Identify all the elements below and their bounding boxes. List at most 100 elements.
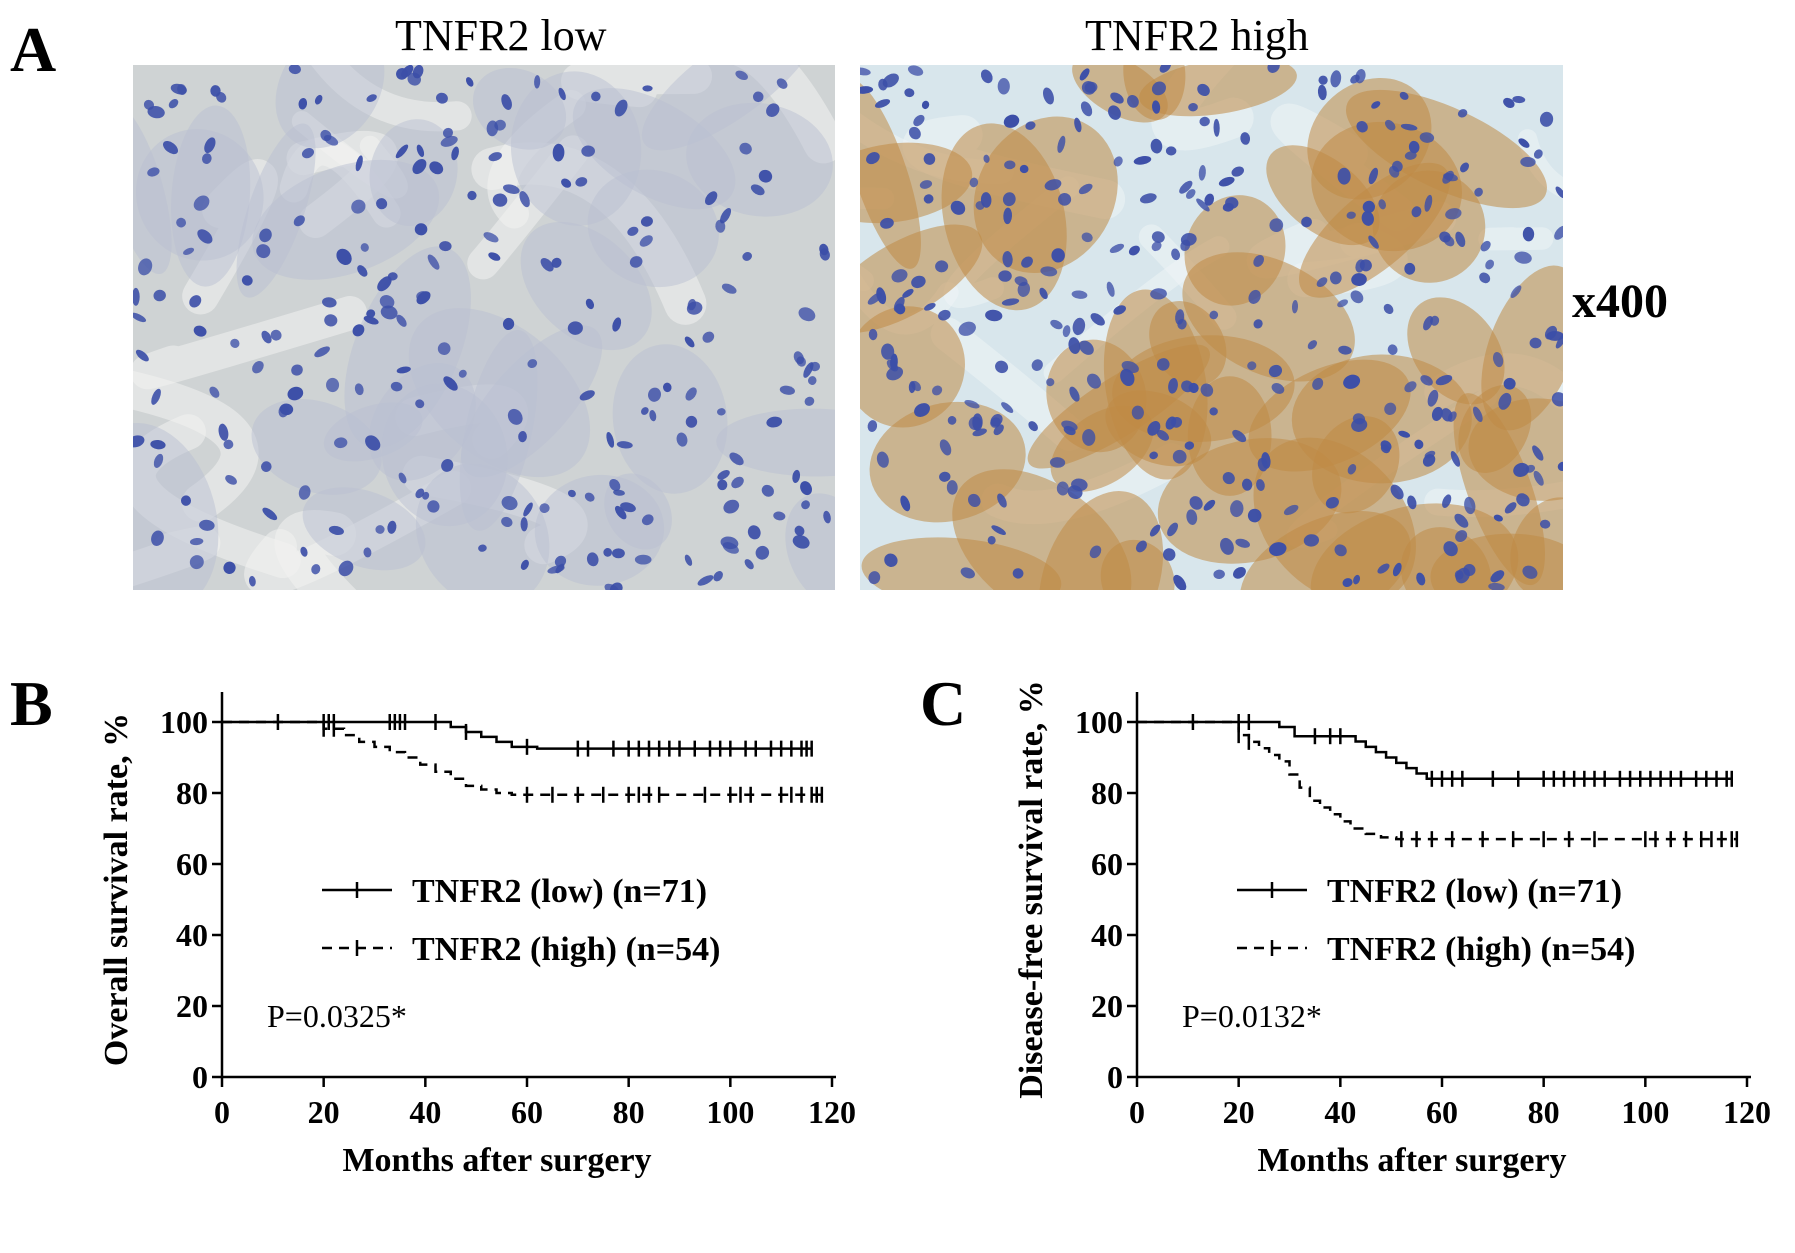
nucleus xyxy=(547,565,565,574)
nucleus xyxy=(866,152,880,165)
nucleus xyxy=(326,377,340,393)
nucleus xyxy=(1131,405,1144,420)
nucleus xyxy=(1330,70,1342,88)
nucleus xyxy=(1455,231,1466,248)
y-tick-label: 0 xyxy=(1107,1059,1123,1095)
nucleus xyxy=(415,399,425,409)
nucleus xyxy=(1385,119,1396,131)
nucleus xyxy=(1200,383,1214,397)
y-tick-label: 40 xyxy=(1091,917,1123,953)
nucleus xyxy=(881,343,895,360)
nucleus xyxy=(414,223,428,236)
x-tick-label: 100 xyxy=(1621,1094,1669,1130)
nucleus xyxy=(995,360,1009,374)
nucleus xyxy=(1312,377,1324,390)
nucleus xyxy=(721,283,737,294)
panel-b-letter: B xyxy=(10,668,53,739)
nucleus xyxy=(1151,231,1165,243)
nucleus xyxy=(483,232,499,243)
nucleus xyxy=(1058,193,1072,206)
nucleus xyxy=(950,200,966,215)
nucleus xyxy=(1529,337,1542,349)
nucleus xyxy=(1170,417,1183,428)
nucleus xyxy=(1167,522,1179,537)
cell-nest xyxy=(1038,491,1164,590)
nucleus xyxy=(396,314,407,327)
nucleus xyxy=(1113,305,1126,315)
nucleus xyxy=(792,469,801,484)
nucleus xyxy=(1350,290,1364,304)
nucleus xyxy=(1269,542,1287,556)
nucleus xyxy=(958,321,976,336)
nucleus xyxy=(439,241,452,252)
nucleus xyxy=(1139,193,1157,204)
nucleus xyxy=(947,416,957,425)
nucleus xyxy=(766,103,780,117)
nucleus xyxy=(168,98,179,109)
cell-nest xyxy=(785,493,835,590)
nucleus xyxy=(427,500,440,513)
nucleus xyxy=(1400,123,1418,131)
nucleus xyxy=(1220,537,1234,555)
nucleus xyxy=(809,361,821,372)
nucleus xyxy=(1384,402,1397,416)
nucleus xyxy=(1084,81,1098,93)
nucleus xyxy=(352,324,365,337)
micrograph-tnfr2-low xyxy=(133,65,835,590)
nucleus xyxy=(561,178,572,188)
nucleus xyxy=(523,502,533,517)
nucleus xyxy=(794,525,805,536)
nucleus xyxy=(241,275,253,286)
nucleus xyxy=(1267,65,1280,73)
nucleus xyxy=(744,559,754,570)
nucleus xyxy=(183,247,195,255)
nucleus xyxy=(758,169,773,183)
tissue-strand xyxy=(1517,129,1563,199)
nucleus xyxy=(1204,193,1215,206)
nucleus xyxy=(676,432,688,447)
nucleus xyxy=(387,272,398,281)
p-value-annotation: P=0.0325* xyxy=(267,998,407,1034)
nucleus xyxy=(1457,109,1468,118)
x-tick-label: 20 xyxy=(308,1094,340,1130)
nucleus xyxy=(611,548,625,559)
nucleus xyxy=(823,510,831,524)
nucleus xyxy=(375,525,385,534)
nucleus xyxy=(1551,392,1563,407)
km-curve-low xyxy=(1137,720,1732,781)
nucleus xyxy=(717,408,726,416)
cell-nest xyxy=(236,123,316,298)
nucleus xyxy=(1186,189,1196,199)
nucleus xyxy=(924,302,936,311)
nucleus xyxy=(634,554,652,565)
nucleus xyxy=(902,288,914,298)
nucleus xyxy=(458,369,467,378)
nucleus xyxy=(1555,186,1563,199)
nucleus xyxy=(248,575,256,587)
nucleus xyxy=(1230,500,1244,518)
nucleus xyxy=(923,194,934,204)
nucleus xyxy=(1188,382,1199,394)
nucleus xyxy=(1514,251,1532,264)
nucleus xyxy=(1049,457,1066,468)
nucleus xyxy=(442,127,454,138)
micrograph-low-svg xyxy=(133,65,835,590)
nucleus xyxy=(1350,74,1360,84)
nucleus xyxy=(968,416,983,431)
nucleus xyxy=(520,559,529,570)
nucleus xyxy=(980,192,992,208)
nucleus xyxy=(685,387,697,401)
nucleus xyxy=(320,129,332,142)
nucleus xyxy=(1218,176,1235,187)
nucleus xyxy=(467,190,477,201)
nucleus xyxy=(1353,574,1361,585)
y-tick-label: 0 xyxy=(192,1059,208,1095)
nucleus xyxy=(1463,563,1476,577)
cell-nest xyxy=(1239,511,1411,590)
nucleus xyxy=(261,330,272,344)
cell-nest xyxy=(860,79,921,269)
nucleus xyxy=(1504,502,1517,514)
nucleus xyxy=(684,336,695,348)
x-tick-label: 80 xyxy=(613,1094,645,1130)
tnfr2-low-title: TNFR2 low xyxy=(395,11,607,60)
